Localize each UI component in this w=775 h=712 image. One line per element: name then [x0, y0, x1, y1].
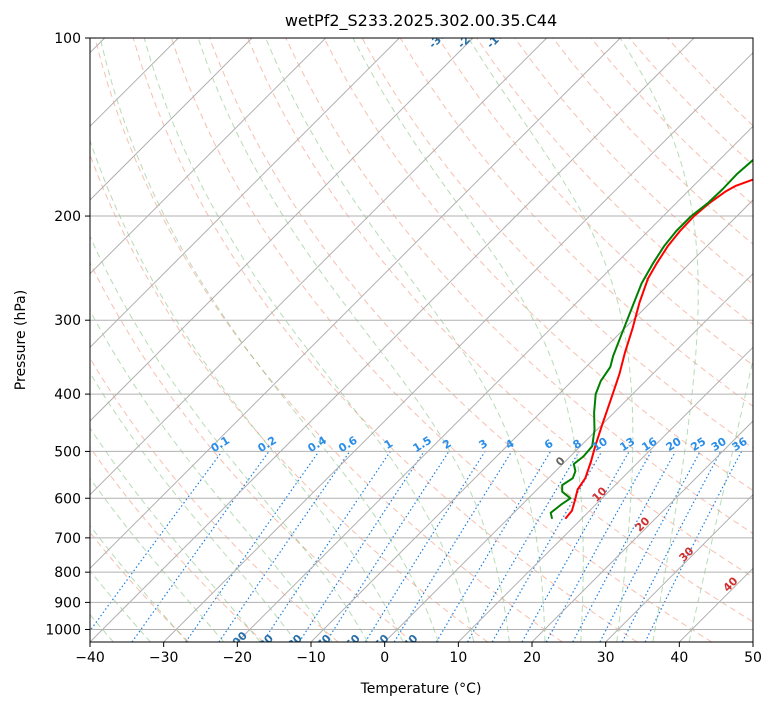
y-tick-label: 400 — [54, 387, 81, 403]
chart-title: wetPf2_S233.2025.302.00.35.C44 — [285, 11, 557, 31]
x-tick-label: −20 — [223, 650, 253, 666]
x-tick-label: −40 — [75, 650, 105, 666]
y-tick-label: 800 — [54, 565, 81, 581]
y-tick-label: 500 — [54, 444, 81, 460]
x-tick-label: −30 — [149, 650, 179, 666]
x-tick-label: 0 — [380, 650, 389, 666]
x-axis-label: Temperature (°C) — [360, 681, 482, 697]
x-tick-label: 10 — [449, 650, 467, 666]
y-tick-label: 200 — [54, 209, 81, 225]
y-tick-label: 300 — [54, 313, 81, 329]
x-tick-label: 40 — [670, 650, 688, 666]
x-tick-label: 30 — [597, 650, 615, 666]
y-tick-label: 700 — [54, 531, 81, 547]
x-tick-label: −10 — [296, 650, 326, 666]
y-tick-label: 1000 — [45, 622, 81, 638]
y-axis-label: Pressure (hPa) — [13, 290, 29, 390]
y-tick-label: 900 — [54, 595, 81, 611]
x-tick-label: 50 — [744, 650, 762, 666]
y-tick-label: 100 — [54, 31, 81, 47]
x-tick-label: 20 — [523, 650, 541, 666]
y-tick-label: 600 — [54, 491, 81, 507]
